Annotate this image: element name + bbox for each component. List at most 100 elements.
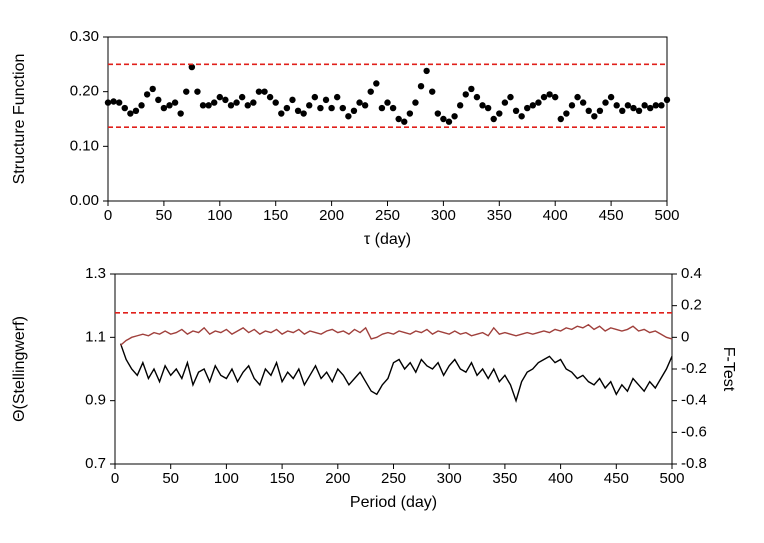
data-point — [557, 115, 564, 123]
y2-tick-label: -0.6 — [681, 423, 707, 440]
y2-tick-label: -0.2 — [681, 360, 707, 377]
data-point — [255, 88, 263, 95]
x-tick-label: 500 — [659, 470, 684, 487]
y-axis-title: Structure Function — [11, 54, 28, 185]
data-point — [574, 93, 581, 101]
data-point — [278, 110, 285, 117]
y-tick-label: 1.3 — [85, 265, 106, 282]
x-tick-label: 350 — [492, 470, 517, 487]
data-point — [322, 96, 330, 104]
data-point — [300, 110, 307, 117]
x-tick-label: 250 — [381, 470, 406, 487]
data-point — [132, 107, 140, 115]
data-point — [188, 63, 196, 71]
data-point — [490, 115, 497, 123]
x-axis-title: Period (day) — [350, 494, 437, 511]
x-tick-label: 300 — [437, 470, 462, 487]
data-point — [121, 104, 128, 112]
data-point — [451, 113, 458, 120]
x-tick-label: 350 — [487, 207, 512, 224]
data-point — [149, 85, 156, 93]
data-point — [333, 93, 341, 101]
data-point — [613, 102, 620, 109]
data-point — [389, 104, 397, 112]
data-point — [423, 67, 430, 75]
data-point — [216, 93, 223, 101]
data-point — [468, 85, 475, 93]
data-point — [462, 91, 469, 98]
x-tick-label: 200 — [319, 207, 344, 224]
data-point — [272, 99, 279, 106]
data-point — [238, 93, 246, 101]
data-point — [635, 107, 643, 115]
data-point — [177, 110, 184, 117]
y2-tick-label: 0 — [681, 328, 689, 345]
x-tick-label: 500 — [654, 207, 679, 224]
x-tick-label: 50 — [162, 470, 179, 487]
data-point — [591, 113, 598, 120]
plot-frame — [107, 36, 668, 202]
x-tick-label: 250 — [375, 207, 400, 224]
x-tick-label: 150 — [263, 207, 288, 224]
data-point — [658, 102, 665, 109]
data-point — [211, 99, 218, 106]
data-point — [518, 113, 525, 120]
data-point — [507, 93, 514, 101]
data-point — [535, 99, 542, 106]
data-point — [630, 104, 637, 112]
x-tick-label: 450 — [604, 470, 629, 487]
data-point — [647, 104, 654, 112]
x-tick-label: 0 — [111, 470, 119, 487]
data-point — [429, 88, 436, 95]
data-point — [652, 102, 660, 109]
y2-tick-label: 0.4 — [681, 265, 702, 282]
data-point — [540, 93, 548, 101]
x-tick-label: 450 — [599, 207, 624, 224]
data-point — [501, 99, 509, 106]
data-point — [361, 102, 369, 109]
data-point — [579, 99, 587, 106]
x-tick-label: 100 — [214, 470, 239, 487]
x-tick-label: 100 — [207, 207, 232, 224]
data-point — [294, 107, 302, 115]
data-point — [406, 110, 414, 117]
data-point — [127, 110, 134, 117]
y2-axis-title: F-Test — [720, 347, 737, 392]
data-point — [529, 102, 537, 109]
data-point — [222, 96, 229, 104]
y-tick-label: 0.00 — [70, 192, 99, 209]
data-point — [138, 102, 145, 109]
x-tick-label: 0 — [104, 207, 112, 224]
data-point — [143, 91, 151, 98]
data-point — [227, 102, 235, 109]
data-point — [373, 80, 380, 87]
x-tick-label: 400 — [543, 207, 568, 224]
y-tick-label: 0.7 — [85, 455, 106, 472]
y-tick-label: 1.1 — [85, 328, 106, 345]
data-line — [119, 343, 673, 403]
data-point — [412, 99, 419, 106]
data-point — [261, 88, 268, 95]
data-point — [244, 102, 251, 109]
data-point — [624, 102, 632, 109]
data-point — [484, 104, 492, 112]
data-point — [401, 118, 408, 125]
data-point — [289, 96, 296, 104]
data-point — [183, 88, 190, 95]
data-point — [345, 113, 352, 120]
data-point — [328, 104, 335, 112]
data-point — [171, 99, 179, 106]
data-point — [194, 88, 201, 95]
y2-tick-label: 0.2 — [681, 297, 702, 314]
data-point — [440, 115, 447, 123]
data-point — [663, 96, 671, 104]
data-point — [350, 107, 358, 115]
plot-frame — [114, 273, 673, 465]
data-point — [479, 102, 486, 109]
data-point — [524, 104, 531, 112]
data-point — [306, 102, 313, 109]
data-point — [607, 93, 615, 101]
y-tick-label: 0.9 — [85, 392, 106, 409]
data-point — [356, 99, 363, 106]
data-point — [205, 102, 212, 109]
